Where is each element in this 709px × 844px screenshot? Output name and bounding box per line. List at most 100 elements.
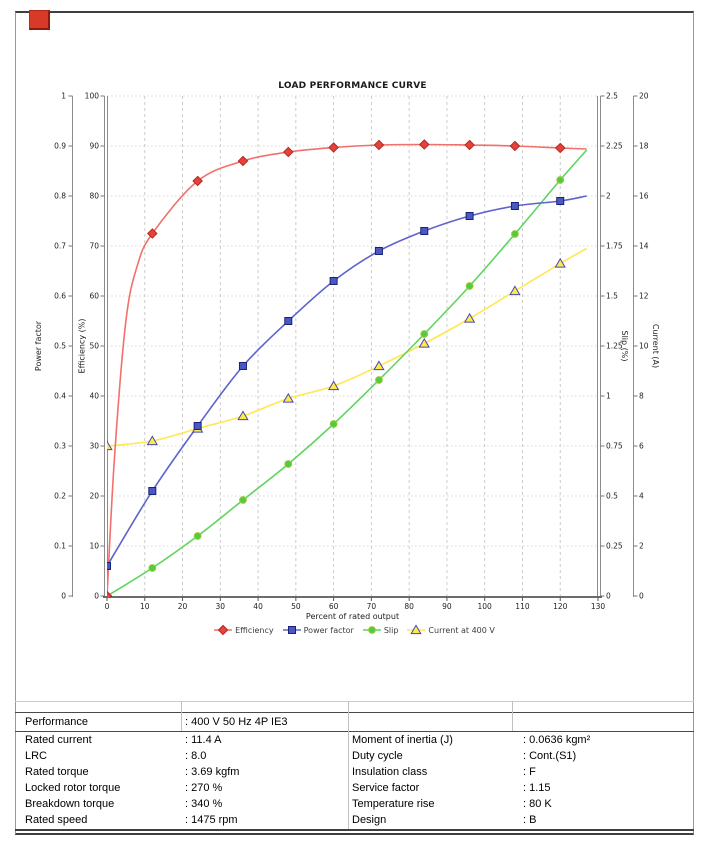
legend-item: Power factor	[282, 624, 354, 636]
slip-tick-label: 1	[606, 392, 611, 401]
spec-label: Moment of inertia (J)	[352, 734, 453, 746]
table-column-divider	[348, 701, 349, 829]
slip-tick-label: 2.5	[606, 92, 618, 101]
x-tick-label: 30	[216, 602, 226, 611]
spec-value: : 0.0636 kgm²	[523, 734, 591, 746]
legend-circle-icon	[362, 626, 381, 634]
spec-value: : F	[523, 766, 536, 778]
table-column-divider	[512, 701, 513, 731]
current-tick-label: 16	[639, 192, 649, 201]
spec-label: LRC	[25, 750, 48, 762]
slip-tick-label: 1.5	[606, 292, 618, 301]
x-tick-label: 100	[478, 602, 493, 611]
spec-label: Design	[352, 814, 387, 826]
table-divider	[15, 731, 694, 732]
table-divider	[15, 829, 694, 831]
table-row: Rated speed : 1475 rpm Design : B	[15, 813, 694, 829]
spec-value: : 11.4 A	[185, 734, 222, 746]
spec-value: : Cont.(S1)	[523, 750, 577, 762]
legend-item: Slip	[362, 624, 399, 636]
legend-diamond-icon	[214, 624, 233, 636]
current-tick-label: 20	[639, 92, 649, 101]
pf-tick-label: 0.7	[54, 242, 66, 251]
slip-tick-label: 0.25	[606, 542, 623, 551]
x-tick-label: 110	[515, 602, 530, 611]
series-line-efficiency	[107, 143, 587, 597]
x-axis-title: Percent of rated output	[306, 612, 399, 621]
pf-tick-label: 0.9	[54, 142, 66, 151]
current-tick-label: 2	[639, 542, 644, 551]
spec-label: Rated torque	[25, 766, 89, 778]
slip-tick-label: 0	[606, 592, 611, 601]
x-tick-label: 80	[404, 602, 414, 611]
x-tick-label: 130	[591, 602, 606, 611]
pf-tick-label: 1	[61, 92, 66, 101]
slip-tick-label: 1.25	[606, 342, 623, 351]
spec-value: : 3.69 kgfm	[185, 766, 240, 778]
slip-tick-label: 2	[606, 192, 611, 201]
current-tick-label: 14	[639, 242, 649, 251]
table-row: LRC : 8.0 Duty cycle : Cont.(S1)	[15, 749, 694, 765]
spec-value: : B	[523, 814, 537, 826]
legend-label: Power factor	[303, 625, 354, 635]
spec-value: : 270 %	[185, 782, 223, 794]
eff-tick-label: 80	[89, 192, 99, 201]
pf-tick-label: 0.2	[54, 492, 66, 501]
pf-tick-label: 0.4	[54, 392, 66, 401]
spec-label: Insulation class	[352, 766, 428, 778]
table-row: Breakdown torque : 340 % Temperature ris…	[15, 797, 694, 813]
x-tick-label: 20	[178, 602, 188, 611]
spec-value: : 8.0	[185, 750, 207, 762]
eff-tick-label: 60	[89, 292, 99, 301]
series-markers-efficiency	[107, 139, 566, 598]
spec-value: : 340 %	[185, 798, 223, 810]
current-tick-label: 0	[639, 592, 644, 601]
eff-tick-label: 40	[89, 392, 99, 401]
pf-tick-label: 0.6	[54, 292, 66, 301]
pf-tick-label: 0.3	[54, 442, 66, 451]
legend-triangle-icon	[407, 624, 426, 635]
table-row: Rated torque : 3.69 kgfm Insulation clas…	[15, 765, 694, 781]
spec-value: : 1475 rpm	[185, 814, 238, 826]
performance-label: Performance	[25, 716, 88, 728]
table-divider	[15, 701, 694, 702]
legend-square-icon	[282, 626, 301, 634]
series-line-current-at-400-v	[107, 247, 588, 447]
pf-tick-label: 0.1	[54, 542, 66, 551]
eff-tick-label: 100	[85, 92, 100, 101]
slip-tick-label: 0.75	[606, 442, 623, 451]
legend-label: Slip	[383, 625, 399, 635]
chart-title: LOAD PERFORMANCE CURVE	[278, 81, 427, 91]
series-line-slip	[107, 149, 588, 597]
load-performance-chart: LOAD PERFORMANCE CURVE 1 0.9 0.8 0.7 0.6 0.5 0.…	[34, 81, 660, 621]
table-row: Rated current : 11.4 A Moment of inertia…	[15, 733, 694, 749]
spec-value: : 80 K	[523, 798, 552, 810]
spec-label: Rated speed	[25, 814, 88, 826]
slip-tick-label: 0.5	[606, 492, 618, 501]
current-tick-label: 4	[639, 492, 644, 501]
legend-label: Efficiency	[235, 625, 274, 635]
performance-value: : 400 V 50 Hz 4P IE3	[185, 716, 288, 728]
slip-axis-title: Slip (%)	[620, 331, 629, 362]
current-tick-label: 6	[639, 442, 644, 451]
x-tick-label: 90	[442, 602, 452, 611]
pf-tick-label: 0.5	[54, 342, 66, 351]
slip-tick-label: 1.75	[606, 242, 623, 251]
eff-tick-label: 0	[94, 592, 99, 601]
legend-item: Current at 400 V	[407, 624, 495, 636]
x-tick-label: 40	[253, 602, 263, 611]
x-tick-label: 0	[105, 602, 110, 611]
eff-tick-label: 20	[89, 492, 99, 501]
eff-tick-label: 90	[89, 142, 99, 151]
series-markers-current-at-400-v	[107, 257, 566, 451]
spec-label: Duty cycle	[352, 750, 403, 762]
eff-tick-label: 10	[89, 542, 99, 551]
current-tick-label: 8	[639, 392, 644, 401]
chart-legend: Efficiency Power factor Slip Current at 400…	[15, 624, 694, 636]
slip-tick-label: 2.25	[606, 142, 623, 151]
x-tick-label: 60	[329, 602, 339, 611]
series-markers-power-factor	[107, 197, 565, 570]
efficiency-axis-title: Efficiency (%)	[78, 319, 87, 374]
legend-item: Efficiency	[214, 624, 274, 636]
table-row: Locked rotor torque : 270 % Service fact…	[15, 781, 694, 797]
